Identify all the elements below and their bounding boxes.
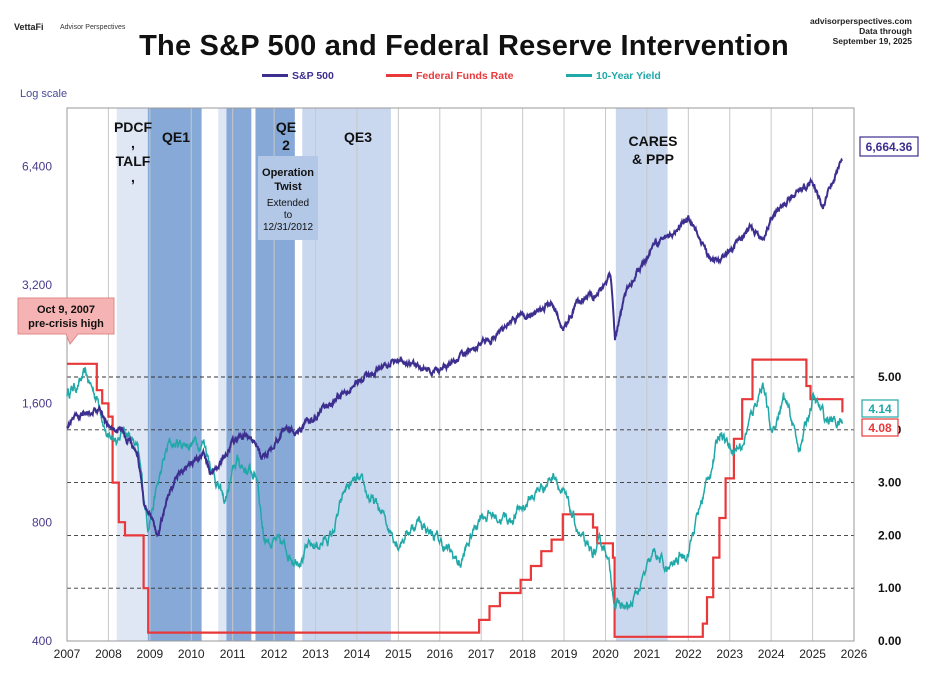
legend-sp500-label: S&P 500 bbox=[292, 70, 334, 82]
left-axis-ticks: 400 800 1,600 3,200 6,400 bbox=[22, 159, 52, 648]
x-tick-2022: 2022 bbox=[675, 647, 702, 661]
label-pdcf: PDCF bbox=[114, 119, 153, 135]
ten-year-end-value: 4.14 bbox=[868, 402, 892, 416]
label-ppp: & PPP bbox=[632, 151, 674, 167]
legend-ten-year: 10-Year Yield bbox=[566, 70, 661, 82]
left-tick-400: 400 bbox=[32, 634, 52, 648]
label-qe3: QE3 bbox=[344, 129, 372, 145]
x-tick-2015: 2015 bbox=[385, 647, 412, 661]
x-tick-2023: 2023 bbox=[716, 647, 743, 661]
sp500-end-box bbox=[859, 136, 919, 157]
fed-funds-end-box bbox=[861, 418, 899, 437]
legend-fed-funds-swatch bbox=[386, 73, 412, 77]
log-scale-label: Log scale bbox=[20, 88, 68, 100]
x-tick-2010: 2010 bbox=[178, 647, 205, 661]
right-tick-1.00: 1.00 bbox=[878, 581, 902, 595]
right-tick-5.00: 5.00 bbox=[878, 370, 902, 384]
operation-twist-note: Operation Twist Extended to 12/31/2012 bbox=[258, 156, 318, 240]
callout-bubble bbox=[17, 297, 115, 345]
right-tick-2.00: 2.00 bbox=[878, 528, 902, 542]
series-lines bbox=[66, 157, 844, 638]
fed-funds-end-value: 4.08 bbox=[868, 421, 892, 435]
left-tick-800: 800 bbox=[32, 515, 52, 529]
sp500-end-value: 6,664.36 bbox=[866, 140, 913, 154]
program-band-6 bbox=[615, 108, 668, 641]
x-tick-2024: 2024 bbox=[758, 647, 785, 661]
x-tick-2012: 2012 bbox=[261, 647, 288, 661]
left-tick-6,400: 6,400 bbox=[22, 159, 52, 173]
legend-ten-year-swatch bbox=[566, 73, 592, 77]
program-labels: PDCF , TALF , QE1 QE 2 QE3 CARES & PPP bbox=[114, 119, 678, 185]
ten-year-end-box bbox=[861, 399, 899, 418]
left-tick-3,200: 3,200 bbox=[22, 278, 52, 292]
x-tick-2018: 2018 bbox=[509, 647, 536, 661]
legend-fed-funds-label: Federal Funds Rate bbox=[416, 70, 514, 82]
callout-line1: Oct 9, 2007 bbox=[37, 304, 95, 316]
brand-logo: VettaFi bbox=[14, 22, 44, 32]
twist-line3: Extended bbox=[267, 198, 309, 209]
series-ten-year-line bbox=[66, 367, 844, 613]
right-tick-3.00: 3.00 bbox=[878, 476, 902, 490]
twist-line5: 12/31/2012 bbox=[263, 222, 313, 233]
x-tick-2019: 2019 bbox=[551, 647, 578, 661]
x-tick-2007: 2007 bbox=[54, 647, 81, 661]
program-band-3 bbox=[226, 108, 252, 641]
source-note: advisorperspectives.com Data through Sep… bbox=[810, 16, 912, 46]
twist-line4: to bbox=[284, 210, 293, 221]
x-tick-2013: 2013 bbox=[302, 647, 329, 661]
legend-sp500-swatch bbox=[262, 73, 288, 77]
x-tick-2011: 2011 bbox=[220, 647, 246, 661]
x-tick-2014: 2014 bbox=[344, 647, 371, 661]
x-tick-2017: 2017 bbox=[468, 647, 495, 661]
chart-title: The S&P 500 and Federal Reserve Interven… bbox=[139, 30, 789, 62]
x-axis-ticks: 2007 2008 2009 2010 2011 2012 2013 2014 2015 2016… bbox=[54, 647, 868, 661]
x-tick-2008: 2008 bbox=[95, 647, 122, 661]
callout-line2: pre-crisis high bbox=[28, 318, 104, 330]
label-cares: CARES bbox=[628, 133, 677, 149]
source-date: September 19, 2025 bbox=[832, 36, 912, 46]
program-bands bbox=[116, 108, 668, 641]
x-tick-2016: 2016 bbox=[426, 647, 453, 661]
series-sp500-line bbox=[66, 157, 844, 538]
legend: S&P 500 Federal Funds Rate 10-Year Yield bbox=[0, 70, 928, 86]
source-data-through: Data through bbox=[859, 26, 912, 36]
plot-frame bbox=[66, 107, 855, 642]
program-band-2 bbox=[218, 108, 227, 641]
x-tick-2021: 2021 bbox=[634, 647, 661, 661]
x-tick-2009: 2009 bbox=[136, 647, 163, 661]
pre-crisis-callout: Oct 9, 2007 pre-crisis high bbox=[17, 297, 115, 345]
right-tick-0.00: 0.00 bbox=[878, 634, 902, 648]
program-band-1 bbox=[147, 108, 202, 641]
year-gridlines bbox=[107, 108, 814, 641]
label-pdcf-comma: , bbox=[131, 135, 135, 151]
end-value-labels: 6,664.36 4.14 4.08 bbox=[859, 136, 919, 437]
twist-line2: Twist bbox=[274, 181, 302, 193]
legend-sp500: S&P 500 bbox=[262, 70, 334, 82]
left-tick-1,600: 1,600 bbox=[22, 397, 52, 411]
label-qe2-top: QE bbox=[276, 119, 296, 135]
brand-subtitle: Advisor Perspectives bbox=[60, 24, 126, 31]
legend-fed-funds: Federal Funds Rate bbox=[386, 70, 513, 82]
x-tick-2026: 2026 bbox=[841, 647, 868, 661]
twist-line1: Operation bbox=[262, 167, 314, 179]
source-site: advisorperspectives.com bbox=[809, 16, 912, 26]
x-tick-2020: 2020 bbox=[592, 647, 619, 661]
label-qe2-bottom: 2 bbox=[282, 137, 290, 153]
rate-gridlines bbox=[67, 376, 854, 589]
legend-ten-year-label: 10-Year Yield bbox=[596, 70, 661, 82]
label-talf: TALF bbox=[116, 153, 151, 169]
label-talf-comma: , bbox=[131, 169, 135, 185]
x-tick-2025: 2025 bbox=[799, 647, 826, 661]
twist-box bbox=[258, 156, 318, 240]
label-qe1: QE1 bbox=[162, 129, 190, 145]
